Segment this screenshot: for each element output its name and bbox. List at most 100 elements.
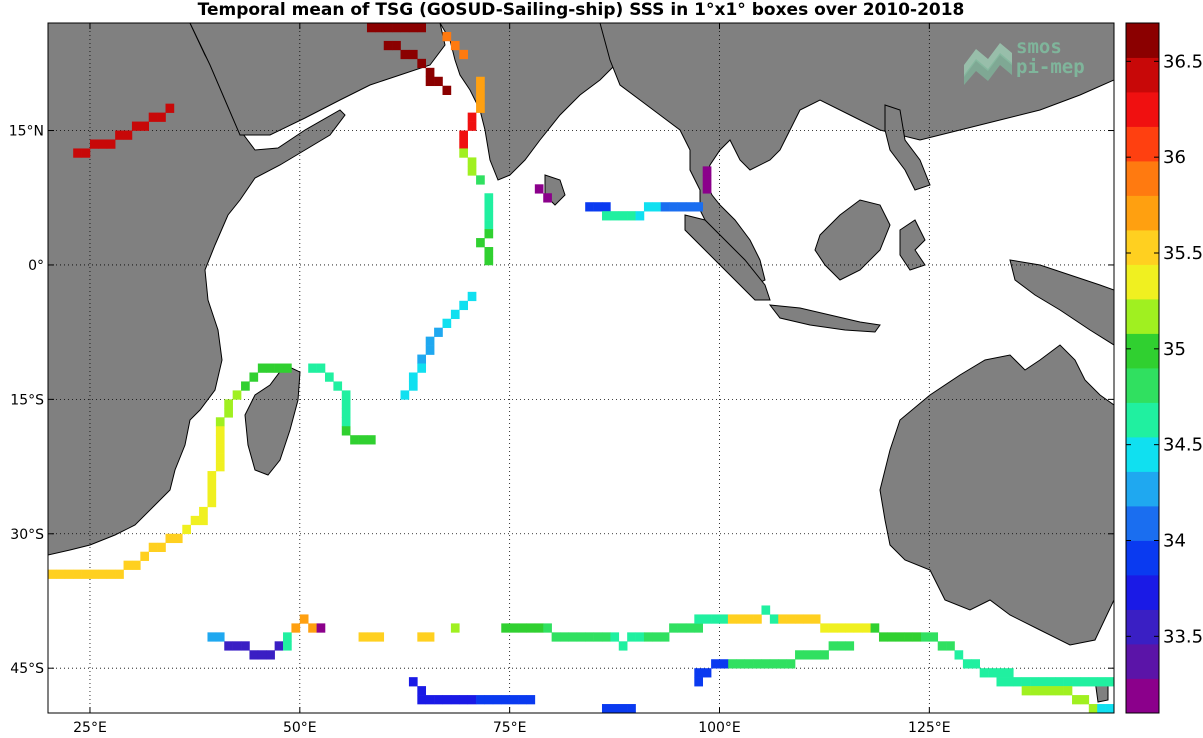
sss-cell bbox=[476, 695, 485, 705]
sss-cell bbox=[979, 668, 989, 678]
sss-cell bbox=[946, 641, 955, 651]
sss-cell bbox=[971, 659, 981, 669]
sss-cell bbox=[408, 381, 418, 391]
sss-cell bbox=[702, 668, 712, 678]
sss-cell bbox=[988, 668, 997, 678]
sss-cell bbox=[509, 623, 519, 633]
colorbar-swatch bbox=[1126, 609, 1159, 645]
sss-cell bbox=[1072, 695, 1081, 705]
sss-cell bbox=[1097, 677, 1106, 687]
sss-cell bbox=[173, 533, 183, 544]
colorbar-tick-label: 34 bbox=[1163, 531, 1186, 552]
colorbar-swatch bbox=[1126, 368, 1159, 403]
sss-cell bbox=[543, 623, 552, 633]
sss-cell bbox=[660, 202, 670, 212]
sss-cell bbox=[526, 623, 536, 633]
sss-cell bbox=[744, 659, 754, 669]
sss-cell bbox=[425, 345, 435, 355]
sss-cell bbox=[408, 49, 418, 60]
sss-cell bbox=[215, 444, 225, 454]
sss-cell bbox=[635, 211, 645, 221]
plot-frame bbox=[47, 22, 1115, 714]
sss-cell bbox=[954, 650, 964, 660]
colorbar: 36.5 36 35.5 35 34.5 34 33.5 bbox=[1125, 22, 1203, 714]
sss-cell bbox=[375, 632, 385, 642]
sss-cell bbox=[1021, 686, 1031, 696]
colorbar-swatch bbox=[1126, 195, 1159, 231]
sss-cell bbox=[341, 408, 351, 418]
sss-cell bbox=[501, 695, 510, 705]
sss-cell bbox=[585, 632, 594, 642]
colorbar-swatch bbox=[1126, 437, 1159, 472]
sss-cell bbox=[727, 614, 737, 624]
sss-cell bbox=[643, 202, 653, 212]
land-arabia bbox=[189, 23, 446, 136]
sss-cell bbox=[224, 641, 233, 651]
sss-cell bbox=[274, 641, 284, 651]
sss-cell bbox=[484, 695, 494, 705]
sss-cell bbox=[1105, 704, 1114, 713]
sss-cell bbox=[392, 40, 401, 51]
sss-cell bbox=[870, 623, 880, 633]
sss-cell bbox=[64, 569, 74, 579]
sss-cell bbox=[434, 695, 443, 705]
sss-cell bbox=[1013, 677, 1022, 687]
sss-cell bbox=[627, 632, 636, 642]
sss-cell bbox=[778, 659, 787, 669]
sss-cell bbox=[199, 515, 208, 526]
sss-cell bbox=[450, 623, 460, 633]
colorbar-swatch bbox=[1126, 230, 1159, 265]
y-tick-label: 15°N bbox=[9, 124, 44, 140]
sss-cell bbox=[215, 417, 225, 427]
sss-cell bbox=[442, 31, 452, 42]
sss-cell bbox=[962, 659, 972, 669]
sss-cell bbox=[610, 211, 620, 221]
sss-cell bbox=[878, 632, 888, 642]
sss-cell bbox=[417, 58, 427, 69]
sss-cell bbox=[467, 157, 477, 167]
sss-cell bbox=[98, 139, 108, 149]
sss-cell bbox=[73, 569, 82, 579]
sss-cell bbox=[425, 632, 435, 642]
sss-cell bbox=[366, 435, 376, 445]
sss-cell bbox=[1105, 677, 1114, 687]
sss-cell bbox=[694, 668, 704, 678]
sss-cell bbox=[526, 695, 536, 705]
sss-cell bbox=[467, 112, 477, 122]
sss-cell bbox=[73, 148, 82, 158]
sss-cell bbox=[803, 650, 813, 660]
sss-cell bbox=[627, 704, 636, 713]
sss-cell bbox=[366, 632, 376, 642]
sss-cell bbox=[484, 202, 494, 212]
sss-cell bbox=[358, 435, 368, 445]
sss-cell bbox=[408, 372, 418, 382]
sss-cell bbox=[89, 139, 99, 149]
sss-cell bbox=[442, 695, 452, 705]
sss-cell bbox=[215, 462, 225, 472]
sss-cell bbox=[123, 130, 133, 140]
sss-cell bbox=[299, 614, 309, 624]
sss-cell bbox=[417, 632, 427, 642]
colorbar-swatch bbox=[1126, 575, 1159, 610]
sss-cell bbox=[702, 175, 712, 185]
colorbar-tick-label: 33.5 bbox=[1163, 626, 1203, 647]
sss-cell bbox=[895, 632, 905, 642]
y-tick-label: 45°S bbox=[10, 661, 44, 677]
sss-cell bbox=[215, 632, 225, 642]
sss-cell bbox=[711, 659, 720, 669]
sss-cell bbox=[786, 614, 796, 624]
colorbar-swatch bbox=[1126, 126, 1159, 162]
sss-cell bbox=[400, 390, 410, 400]
sss-cell bbox=[316, 363, 326, 373]
sss-cell bbox=[694, 623, 704, 633]
sss-cell bbox=[417, 363, 427, 373]
sss-cell bbox=[1004, 668, 1014, 678]
sss-cell bbox=[543, 193, 552, 203]
land-africa bbox=[48, 23, 346, 556]
sss-cell bbox=[1080, 677, 1090, 687]
sss-cell bbox=[761, 659, 771, 669]
sss-cell bbox=[1046, 677, 1056, 687]
sss-cell bbox=[795, 614, 804, 624]
sss-cell bbox=[283, 632, 292, 642]
land-sumatra bbox=[684, 214, 771, 301]
